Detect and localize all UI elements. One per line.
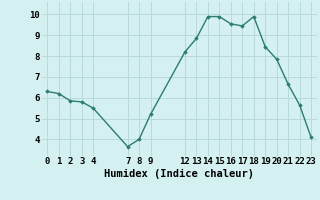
X-axis label: Humidex (Indice chaleur): Humidex (Indice chaleur) — [104, 169, 254, 179]
